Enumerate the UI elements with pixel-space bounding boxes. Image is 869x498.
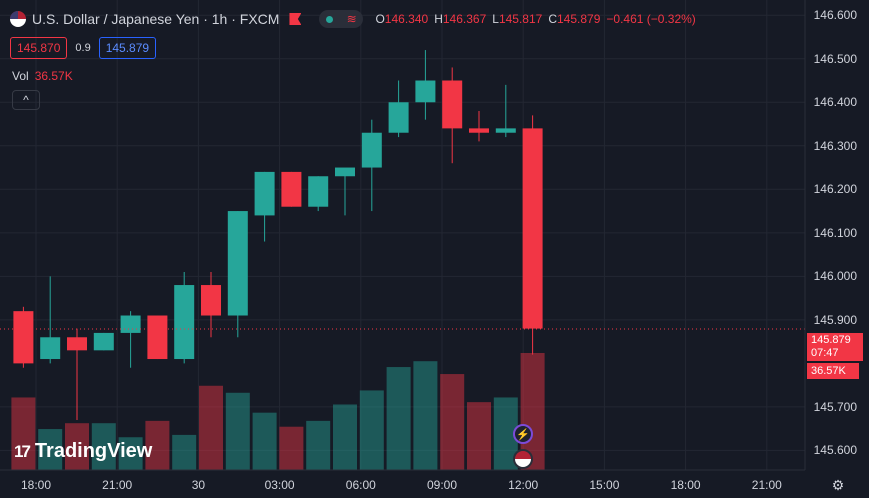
candle-body bbox=[93, 332, 114, 351]
bar-countdown-label: 07:47 bbox=[811, 347, 839, 359]
chart-legend-header: U.S. Dollar / Japanese Yen · 1h · FXCM ≋… bbox=[10, 8, 696, 30]
volume-bar bbox=[413, 361, 438, 470]
chart-grid bbox=[0, 0, 805, 470]
candle-body bbox=[469, 128, 489, 133]
candle-body bbox=[281, 171, 302, 207]
price-axis-label: 145.900 bbox=[813, 312, 857, 327]
volume-bar bbox=[306, 420, 331, 470]
spread-value: 0.9 bbox=[75, 42, 91, 54]
volume-bar bbox=[225, 392, 250, 470]
price-axis-label: 146.400 bbox=[813, 95, 857, 110]
volume-bar bbox=[333, 404, 357, 470]
time-axis-label: 12:00 bbox=[508, 478, 539, 492]
us-event-flag-icon[interactable] bbox=[513, 449, 533, 469]
open-label: O bbox=[375, 12, 385, 26]
candle-body bbox=[522, 128, 543, 329]
candle-body bbox=[67, 337, 87, 351]
candle-body bbox=[388, 102, 409, 133]
volume-bar bbox=[199, 385, 223, 470]
current-price-label: 145.879 bbox=[811, 334, 851, 346]
volume-price-tag: 36.57K bbox=[807, 363, 859, 379]
trade-row: 145.870 0.9 145.879 bbox=[10, 37, 157, 59]
time-axis-label: 21:00 bbox=[102, 478, 133, 492]
price-axis-label: 146.300 bbox=[813, 138, 857, 153]
tradingview-logo[interactable]: 17 TradingView bbox=[14, 440, 152, 463]
price-axis-label: 146.100 bbox=[813, 225, 857, 240]
price-axis-label: 145.700 bbox=[813, 399, 857, 414]
candle-body bbox=[442, 80, 463, 129]
candle-body bbox=[227, 211, 248, 316]
symbol-title[interactable]: U.S. Dollar / Japanese Yen · 1h · FXCM bbox=[32, 11, 280, 27]
tradingview-logo-mark-icon: 17 bbox=[14, 441, 31, 461]
volume-bar bbox=[359, 390, 384, 470]
price-axis-label: 146.500 bbox=[813, 51, 857, 66]
high-label: H bbox=[434, 12, 443, 26]
candle-body bbox=[120, 315, 141, 333]
time-axis-label: 18:00 bbox=[670, 478, 701, 492]
collapse-legend-button[interactable]: ^ bbox=[12, 90, 40, 110]
time-axis-label: 15:00 bbox=[589, 478, 620, 492]
volume-bar bbox=[252, 412, 277, 470]
open-value: 146.340 bbox=[384, 12, 429, 26]
volume-bar bbox=[467, 402, 491, 470]
us-flag-icon bbox=[10, 11, 26, 27]
low-value: 145.817 bbox=[498, 12, 543, 26]
time-axis-label: 18:00 bbox=[20, 478, 52, 492]
high-value: 146.367 bbox=[442, 12, 487, 26]
time-axis-label: 06:00 bbox=[345, 478, 376, 492]
price-axis-label: 146.600 bbox=[813, 8, 857, 23]
candle-body bbox=[495, 128, 516, 133]
chevron-up-icon: ^ bbox=[23, 93, 29, 107]
volume-bar bbox=[279, 426, 304, 470]
volume-bar bbox=[65, 423, 89, 470]
time-axis-label: 03:00 bbox=[264, 478, 295, 492]
change-value: −0.461 (−0.32%) bbox=[606, 12, 696, 26]
volume-value: 36.57K bbox=[34, 69, 73, 83]
gear-icon[interactable]: ⚙ bbox=[831, 476, 845, 493]
candle-body bbox=[201, 285, 221, 316]
candlestick-series bbox=[13, 50, 543, 420]
price-axis-label: 146.000 bbox=[813, 269, 857, 284]
time-axis-label: 30 bbox=[191, 478, 206, 492]
low-label: L bbox=[492, 12, 499, 26]
time-axis-label: 21:00 bbox=[751, 478, 782, 492]
candle-body bbox=[147, 315, 168, 360]
price-axis-label: 146.200 bbox=[813, 182, 857, 197]
candle-body bbox=[13, 311, 34, 364]
lightning-icon[interactable]: ⚡ bbox=[513, 424, 533, 444]
tradingview-logo-text: TradingView bbox=[34, 440, 153, 462]
buy-button[interactable]: 145.879 bbox=[98, 37, 157, 59]
candle-body bbox=[361, 132, 382, 168]
flag-marker-icon[interactable] bbox=[289, 13, 302, 25]
current-price-tag: 145.879 07:47 bbox=[807, 333, 863, 361]
volume-bars bbox=[11, 353, 545, 470]
candle-body bbox=[335, 167, 355, 177]
volume-label: Vol bbox=[12, 69, 29, 83]
volume-bar bbox=[440, 374, 465, 470]
volume-bar bbox=[145, 420, 170, 470]
volume-bar bbox=[386, 367, 411, 470]
volume-bar bbox=[11, 397, 36, 470]
close-value: 145.879 bbox=[557, 12, 601, 26]
volume-bar bbox=[38, 429, 63, 470]
ohlc-values: O146.340 H146.367 L145.817 C145.879 −0.4… bbox=[375, 12, 695, 26]
candle-body bbox=[308, 176, 329, 207]
close-label: C bbox=[548, 12, 557, 26]
candle-body bbox=[174, 285, 195, 360]
wave-icon: ≋ bbox=[346, 12, 357, 26]
volume-bar bbox=[172, 434, 197, 470]
market-status-pill[interactable]: ≋ bbox=[319, 10, 364, 28]
volume-bar bbox=[91, 423, 116, 470]
price-axis-label: 145.600 bbox=[813, 443, 857, 458]
candle-body bbox=[40, 337, 61, 360]
volume-legend[interactable]: Vol 36.57K bbox=[12, 69, 73, 83]
volume-bar bbox=[118, 437, 143, 470]
sell-button[interactable]: 145.870 bbox=[10, 37, 68, 59]
market-open-dot-icon bbox=[326, 15, 334, 23]
time-axis-label: 09:00 bbox=[426, 478, 458, 492]
candle-body bbox=[254, 171, 275, 216]
candle-body bbox=[415, 80, 436, 103]
